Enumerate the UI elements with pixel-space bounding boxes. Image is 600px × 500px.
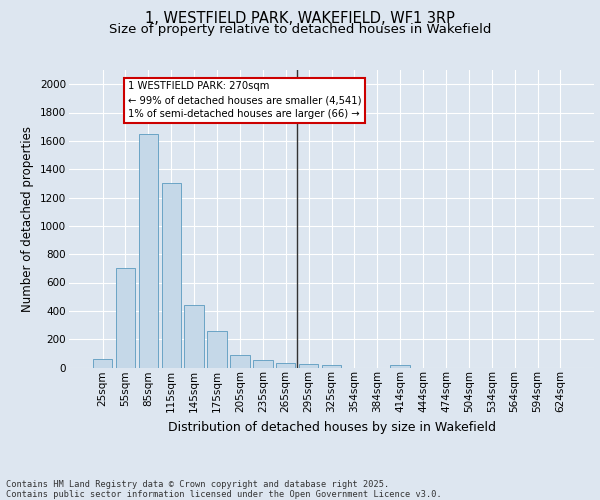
Bar (93, 359, 112, 368)
Bar (391, 366, 410, 368)
Bar (253, 360, 272, 368)
Bar (184, 305, 204, 368)
Bar (116, 268, 135, 368)
Text: 1 WESTFIELD PARK: 270sqm
← 99% of detached houses are smaller (4,541)
1% of semi: 1 WESTFIELD PARK: 270sqm ← 99% of detach… (128, 82, 361, 120)
Bar (139, 134, 158, 368)
Bar (299, 364, 319, 368)
Y-axis label: Number of detached properties: Number of detached properties (22, 126, 34, 312)
Text: 1, WESTFIELD PARK, WAKEFIELD, WF1 3RP: 1, WESTFIELD PARK, WAKEFIELD, WF1 3RP (145, 11, 455, 26)
Bar (208, 332, 227, 368)
X-axis label: Distribution of detached houses by size in Wakefield: Distribution of detached houses by size … (167, 420, 496, 434)
Text: Size of property relative to detached houses in Wakefield: Size of property relative to detached ho… (109, 22, 491, 36)
Text: Contains HM Land Registry data © Crown copyright and database right 2025.
Contai: Contains HM Land Registry data © Crown c… (6, 480, 442, 499)
Bar (322, 364, 341, 368)
Bar (161, 184, 181, 368)
Bar (276, 363, 295, 368)
Bar (230, 355, 250, 368)
